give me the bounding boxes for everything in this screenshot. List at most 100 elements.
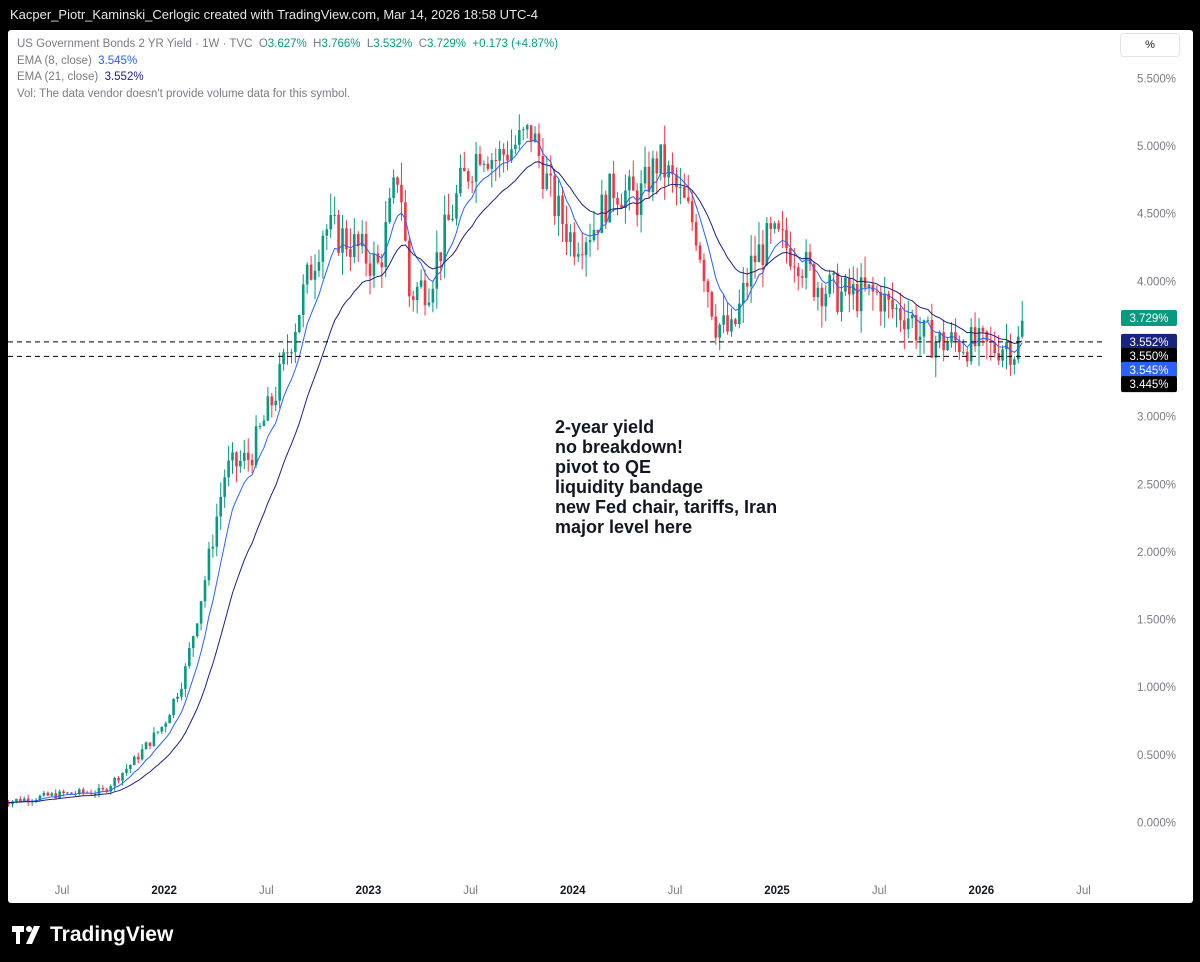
candle — [789, 231, 792, 271]
chart-annotation: 2-year yield no breakdown! pivot to QE l… — [555, 417, 777, 537]
candle — [384, 201, 388, 278]
candle — [26, 794, 30, 806]
candle — [360, 220, 364, 254]
candle — [848, 268, 851, 313]
x-tick-label: 2025 — [764, 885, 790, 897]
candle — [777, 220, 780, 232]
candle — [498, 140, 501, 178]
candle — [859, 263, 863, 333]
candle — [455, 184, 458, 226]
candle — [54, 789, 58, 800]
candle — [239, 450, 242, 473]
candle — [773, 221, 776, 234]
annotation-line-6: new Fed chair, tariffs, Iran — [555, 497, 778, 517]
x-tick-label: Jul — [872, 885, 887, 897]
tradingview-logo[interactable]: TradingView — [12, 923, 173, 947]
candle — [592, 210, 596, 243]
candle — [132, 755, 136, 766]
candle — [714, 304, 718, 345]
candle — [851, 266, 855, 310]
candle — [588, 223, 592, 257]
candle — [529, 125, 533, 153]
candle — [891, 282, 894, 319]
candle — [30, 799, 34, 806]
y-tick-label: 0.000% — [1137, 818, 1176, 830]
candle — [553, 168, 556, 225]
candle — [400, 162, 403, 221]
candle — [973, 312, 977, 352]
candle — [325, 224, 329, 250]
candle — [958, 335, 961, 360]
candle — [879, 285, 883, 326]
candle — [466, 168, 470, 189]
candle — [596, 229, 600, 251]
candle — [392, 169, 395, 204]
candle — [718, 323, 721, 351]
candle — [690, 191, 694, 231]
tradingview-logo-icon — [12, 926, 40, 944]
candle — [981, 325, 985, 346]
candlesticks — [8, 114, 1024, 808]
candle — [494, 148, 498, 181]
candle — [294, 323, 297, 363]
x-tick-label: 2024 — [560, 885, 586, 897]
legend-row-ema8[interactable]: EMA (8, close) 3.545% — [17, 53, 558, 70]
candle — [427, 288, 431, 308]
svg-text:3.550%: 3.550% — [1129, 351, 1168, 363]
candle — [679, 168, 682, 205]
candle — [81, 787, 85, 797]
candle — [168, 713, 171, 724]
candle — [156, 731, 160, 735]
candle — [954, 318, 957, 352]
candle — [706, 278, 710, 308]
candle — [616, 192, 619, 216]
candle — [101, 785, 105, 792]
ema21-line — [8, 161, 1023, 804]
price-label[interactable]: 3.729% — [1121, 309, 1177, 326]
candle — [195, 622, 199, 639]
candle — [694, 214, 698, 252]
candle — [875, 285, 879, 296]
candle — [388, 187, 391, 225]
candle — [844, 273, 847, 296]
y-axis: 5.500%5.000%4.500%4.000%3.500%3.000%2.50… — [1137, 73, 1176, 829]
candle — [639, 170, 643, 233]
price-label[interactable]: 3.545% — [1121, 361, 1177, 378]
candle — [431, 281, 435, 313]
candle — [474, 142, 478, 204]
candle — [278, 352, 281, 409]
candle — [203, 575, 207, 608]
ema8-label: EMA (8, close) — [17, 54, 92, 67]
legend-row-ema21[interactable]: EMA (21, close) 3.552% — [17, 69, 558, 86]
candle — [726, 302, 729, 335]
x-tick-label: Jul — [668, 885, 683, 897]
price-chart[interactable]: 5.500%5.000%4.500%4.000%3.500%3.000%2.50… — [8, 30, 1193, 903]
y-tick-label: 5.000% — [1137, 141, 1176, 153]
candle — [97, 783, 101, 798]
candle — [832, 271, 835, 294]
x-tick-label: 2022 — [151, 885, 177, 897]
y-tick-label: 1.500% — [1137, 615, 1176, 627]
ema-lines — [8, 139, 1023, 804]
legend-symbol[interactable]: US Government Bonds 2 YR Yield · 1W · TV… — [17, 38, 253, 50]
candle — [883, 276, 887, 328]
price-label[interactable]: 3.552% — [1121, 333, 1177, 350]
candle — [419, 269, 423, 289]
candle — [364, 221, 368, 277]
candle — [600, 179, 604, 234]
candle — [211, 534, 215, 558]
candle — [486, 156, 490, 172]
price-label[interactable]: 3.445% — [1121, 376, 1177, 393]
candle — [565, 205, 568, 255]
candle — [191, 635, 195, 657]
chart-pane[interactable]: 5.500%5.000%4.500%4.000%3.500%3.000%2.50… — [8, 30, 1193, 903]
candle — [631, 160, 635, 191]
candle — [573, 222, 576, 266]
x-tick-label: 2023 — [356, 885, 382, 897]
price-label[interactable]: 3.550% — [1121, 347, 1177, 364]
candle — [199, 600, 203, 631]
candle — [906, 300, 910, 339]
x-tick-label: Jul — [463, 885, 478, 897]
candle — [105, 787, 109, 794]
percent-scale-button[interactable]: % — [1120, 33, 1180, 57]
